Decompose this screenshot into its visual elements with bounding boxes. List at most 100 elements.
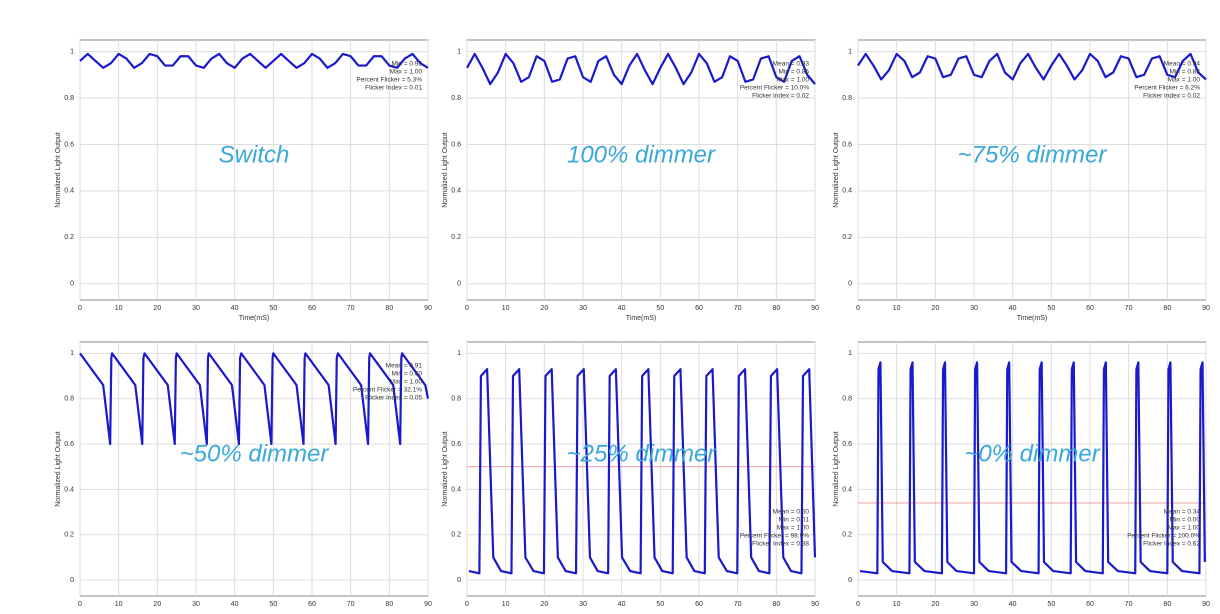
x-tick-label: 50 — [269, 305, 277, 312]
panel-label: 100% dimmer — [567, 141, 716, 168]
y-tick-label: 0.6 — [842, 141, 852, 148]
stat-annotation: Min = 0.93 — [391, 61, 422, 68]
x-tick-label: 10 — [893, 305, 901, 312]
x-tick-label: 60 — [1086, 601, 1094, 608]
y-tick-label: 0.2 — [64, 234, 74, 241]
stat-annotation: Min = 0.60 — [391, 371, 422, 378]
panel: 00.20.40.60.810 10 20 30 40 50 60 70 80 90Normali… — [833, 341, 1210, 608]
x-tick-label: 0 — [856, 601, 860, 608]
stat-annotation: Min = 0.88 — [1169, 69, 1200, 76]
x-tick-label: 70 — [734, 305, 742, 312]
y-tick-label: 0.6 — [451, 141, 461, 148]
y-tick-label: 0.8 — [64, 396, 74, 403]
panel-label: ~0% dimmer — [964, 441, 1100, 468]
x-tick-label: 20 — [153, 305, 161, 312]
y-tick-label: 1 — [848, 48, 852, 55]
panel: 00.20.40.60.810 10 20 30 40 50 60 70 80 90Time(mS… — [442, 39, 819, 322]
panel: 00.20.40.60.810 10 20 30 40 50 60 70 80 90Time(mS… — [833, 39, 1210, 322]
stat-annotation: Min = 0.01 — [778, 517, 809, 524]
x-tick-label: 40 — [1009, 601, 1017, 608]
x-tick-label: 30 — [970, 601, 978, 608]
x-tick-label: 80 — [772, 305, 780, 312]
x-tick-label: 80 — [1163, 601, 1171, 608]
flicker-line — [859, 361, 1206, 575]
x-tick-label: 50 — [1047, 305, 1055, 312]
x-tick-label: 70 — [1125, 305, 1133, 312]
y-tick-label: 0 — [70, 577, 74, 584]
y-tick-label: 0 — [848, 577, 852, 584]
x-tick-label: 70 — [347, 305, 355, 312]
y-axis-label: Normalized Light Output — [442, 132, 449, 208]
flicker-line — [857, 52, 1207, 81]
panel: 00.20.40.60.810 10 20 30 40 50 60 70 80 90Normali… — [442, 341, 819, 608]
panel: 00.20.40.60.810 10 20 30 40 50 60 70 80 90Normali… — [55, 341, 432, 608]
y-tick-label: 0.6 — [64, 141, 74, 148]
stat-annotation: Percent Flicker = 100.0% — [1127, 533, 1200, 540]
x-tick-label: 60 — [695, 601, 703, 608]
x-axis-label: Time(mS) — [239, 315, 269, 322]
panel-label: ~25% dimmer — [567, 441, 717, 468]
y-tick-label: 0.6 — [842, 441, 852, 448]
x-tick-label: 10 — [115, 305, 123, 312]
x-tick-label: 80 — [385, 601, 393, 608]
y-axis-label: Normalized Light Output — [833, 431, 840, 507]
x-tick-label: 70 — [1125, 601, 1133, 608]
plot-area — [857, 341, 1207, 597]
y-tick-label: 0.4 — [842, 188, 852, 195]
stat-annotation: Percent Flicker = 6.2% — [1134, 85, 1200, 92]
y-tick-label: 0 — [457, 281, 461, 288]
y-tick-label: 0.4 — [64, 188, 74, 195]
plot-area — [857, 39, 1207, 301]
x-tick-label: 10 — [893, 601, 901, 608]
x-tick-label: 90 — [811, 601, 819, 608]
x-tick-label: 60 — [1086, 305, 1094, 312]
x-tick-label: 40 — [1009, 305, 1017, 312]
y-axis-label: Normalized Light Output — [442, 431, 449, 507]
x-tick-label: 80 — [385, 305, 393, 312]
stat-annotation: Max = 1.00 — [390, 69, 423, 76]
stat-annotation: Flicker Index = 0.02 — [752, 93, 809, 100]
flicker-line — [468, 368, 817, 575]
x-tick-label: 90 — [1202, 305, 1210, 312]
y-tick-label: 1 — [848, 350, 852, 357]
x-tick-label: 40 — [231, 601, 239, 608]
panel-label: Switch — [219, 141, 290, 168]
y-axis-label: Normalized Light Output — [833, 132, 840, 208]
stat-annotation: Mean = 0.34 — [1164, 509, 1201, 516]
y-tick-label: 0.6 — [64, 441, 74, 448]
y-tick-label: 0 — [70, 281, 74, 288]
stat-annotation: Flicker Index = 0.01 — [365, 85, 422, 92]
x-tick-label: 0 — [465, 305, 469, 312]
stat-annotation: Percent Flicker = 98.9% — [740, 533, 809, 540]
x-tick-label: 90 — [811, 305, 819, 312]
x-tick-label: 30 — [192, 305, 200, 312]
y-tick-label: 0.2 — [842, 532, 852, 539]
x-tick-label: 50 — [1047, 601, 1055, 608]
stat-annotation: Mean = 0.50 — [773, 509, 810, 516]
x-tick-label: 30 — [192, 601, 200, 608]
x-tick-label: 70 — [347, 601, 355, 608]
stat-annotation: Percent Flicker = 32.1% — [353, 387, 422, 394]
y-tick-label: 0.8 — [64, 95, 74, 102]
x-tick-label: 40 — [618, 601, 626, 608]
x-axis-label: Time(mS) — [626, 315, 656, 322]
x-tick-label: 0 — [78, 601, 82, 608]
x-tick-label: 30 — [579, 601, 587, 608]
stat-annotation: Mean = 0.93 — [773, 61, 810, 68]
x-tick-label: 20 — [540, 305, 548, 312]
flicker-line — [79, 52, 429, 69]
stat-annotation: Max = 1.00 — [1168, 525, 1201, 532]
flicker-line — [466, 52, 816, 86]
x-tick-label: 10 — [502, 601, 510, 608]
panel-label: ~75% dimmer — [958, 141, 1108, 168]
y-tick-label: 1 — [70, 350, 74, 357]
stat-annotation: Flicker Index = 0.38 — [752, 541, 809, 548]
x-tick-label: 10 — [115, 601, 123, 608]
plot-area — [79, 341, 429, 597]
x-tick-label: 30 — [970, 305, 978, 312]
x-tick-label: 20 — [931, 601, 939, 608]
x-tick-label: 20 — [153, 601, 161, 608]
x-tick-label: 0 — [465, 601, 469, 608]
x-tick-label: 50 — [656, 305, 664, 312]
